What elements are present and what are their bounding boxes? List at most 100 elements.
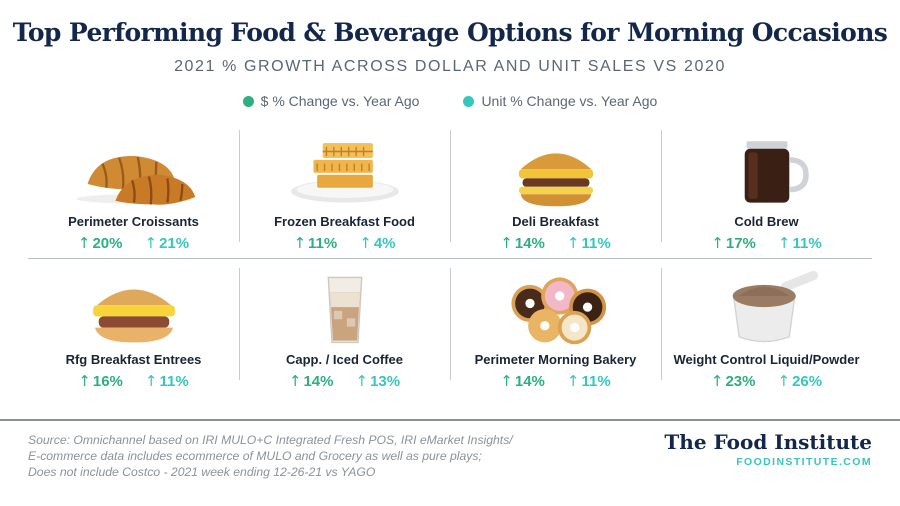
up-arrow-icon: ↑ [144,372,158,390]
dollar-change-value-text: 14% [303,373,334,390]
unit-change-value-text: 11% [581,373,611,390]
legend-item-dollar: $ % Change vs. Year Ago [242,93,420,109]
legend: $ % Change vs. Year Ago Unit % Change vs… [0,93,900,109]
up-arrow-icon: ↑ [144,234,158,252]
donuts-icon [510,277,606,345]
dollar-change-value: ↑ 16% [78,372,123,390]
growth-values: ↑ 14% ↑ 11% [450,234,661,252]
growth-values: ↑ 20% ↑ 21% [28,234,239,252]
up-arrow-icon: ↑ [710,372,724,390]
grid-divider [239,268,240,380]
product-tile: Perimeter Croissants ↑ 20% ↑ 21% [28,128,239,261]
up-arrow-icon: ↑ [566,372,580,390]
dollar-change-value: ↑ 17% [711,234,756,252]
up-arrow-icon: ↑ [359,234,372,252]
breakfast-sandwich-icon [518,153,593,207]
legend-dot-unit [463,95,475,107]
dollar-change-value: ↑ 23% [711,372,756,390]
product-tile: Deli Breakfast ↑ 14% ↑ 11% [450,128,661,261]
unit-change-value: ↑ 13% [356,372,401,390]
croissant-icon [75,156,195,205]
product-tile: Capp. / Iced Coffee ↑ 14% ↑ 13% [239,266,450,399]
unit-change-value-text: 13% [370,373,401,390]
dollar-change-value-text: 20% [92,235,123,252]
up-arrow-icon: ↑ [355,372,369,390]
grid-divider [661,130,662,242]
up-arrow-icon: ↑ [78,372,91,390]
product-label: Weight Control Liquid/Powder [673,352,860,367]
grid-divider [661,268,662,380]
iced-coffee-icon [327,276,362,344]
source-note: Source: Omnichannel based on IRI MULO+C … [28,432,588,480]
brand-logo: The Food Institute FOODINSTITUTE.COM [664,430,872,468]
unit-change-value: ↑ 11% [567,372,611,390]
up-arrow-icon: ↑ [777,372,791,390]
unit-change-value: ↑ 11% [145,372,189,390]
product-label: Capp. / Iced Coffee [285,352,404,367]
unit-change-value-text: 21% [159,235,190,252]
grid-divider [239,130,240,242]
unit-change-value-text: 11% [581,235,611,252]
up-arrow-icon: ↑ [293,234,307,252]
up-arrow-icon: ↑ [77,234,91,252]
unit-change-value: ↑ 11% [778,234,822,252]
product-label: Rfg Breakfast Entrees [65,352,202,367]
product-label: Deli Breakfast [512,214,599,229]
source-line: Source: Omnichannel based on IRI MULO+C … [28,433,513,447]
product-tile: Perimeter Morning Bakery ↑ 14% ↑ 11% [450,266,661,399]
up-arrow-icon: ↑ [566,234,580,252]
up-arrow-icon: ↑ [777,234,791,252]
growth-values: ↑ 14% ↑ 13% [239,372,450,390]
unit-change-value: ↑ 26% [778,372,823,390]
footer-divider [0,419,900,421]
product-tile: Weight Control Liquid/Powder ↑ 23% ↑ 26% [661,266,872,399]
dollar-change-value-text: 16% [92,373,123,390]
dollar-change-value-text: 23% [725,373,756,390]
dollar-change-value-text: 17% [725,235,756,252]
unit-change-value-text: 11% [159,373,189,390]
product-label: Cold Brew [734,214,799,229]
growth-values: ↑ 11% ↑ 4% [239,234,450,252]
source-line: E-commerce data includes ecommerce of MU… [28,449,482,463]
legend-label-dollar: $ % Change vs. Year Ago [260,93,420,109]
legend-dot-dollar [242,95,254,107]
product-tile: Rfg Breakfast Entrees ↑ 16% ↑ 11% [28,266,239,399]
page-subtitle: 2021 % GROWTH ACROSS DOLLAR AND UNIT SAL… [174,58,726,75]
dollar-change-value-text: 11% [308,235,338,252]
product-label: Frozen Breakfast Food [274,214,415,229]
product-tile: Frozen Breakfast Food ↑ 11% ↑ 4% [239,128,450,261]
page-title: Top Performing Food & Beverage Options f… [12,18,888,47]
biscuit-sandwich-icon [92,289,175,343]
grid-row-divider [28,258,872,259]
dollar-change-value: ↑ 14% [500,234,545,252]
dollar-change-value: ↑ 11% [293,234,337,252]
growth-values: ↑ 23% ↑ 26% [661,372,872,390]
up-arrow-icon: ↑ [288,372,302,390]
unit-change-value-text: 4% [373,235,396,252]
unit-change-value: ↑ 11% [567,234,611,252]
dollar-change-value-text: 14% [514,235,545,252]
product-label: Perimeter Croissants [68,214,199,229]
brand-url: FOODINSTITUTE.COM [736,456,872,468]
grid-divider [450,130,451,242]
up-arrow-icon: ↑ [500,234,513,252]
unit-change-value: ↑ 21% [145,234,190,252]
dollar-change-value: ↑ 14% [289,372,334,390]
unit-change-value-text: 11% [792,235,822,252]
brand-name: The Food Institute [664,430,872,454]
unit-change-value: ↑ 4% [359,234,395,252]
dollar-change-value: ↑ 14% [500,372,545,390]
waffles-icon [290,143,399,203]
cold-brew-jar-icon [744,141,809,203]
grid-divider [450,268,451,380]
up-arrow-icon: ↑ [711,234,724,252]
legend-label-unit: Unit % Change vs. Year Ago [481,93,658,109]
growth-values: ↑ 14% ↑ 11% [450,372,661,390]
growth-values: ↑ 16% ↑ 11% [28,372,239,390]
dollar-change-value-text: 14% [514,373,545,390]
dollar-change-value: ↑ 20% [78,234,123,252]
product-tile: Cold Brew ↑ 17% ↑ 11% [661,128,872,261]
unit-change-value-text: 26% [792,373,823,390]
product-label: Perimeter Morning Bakery [474,352,637,367]
source-line: Does not include Costco - 2021 week endi… [28,465,376,479]
